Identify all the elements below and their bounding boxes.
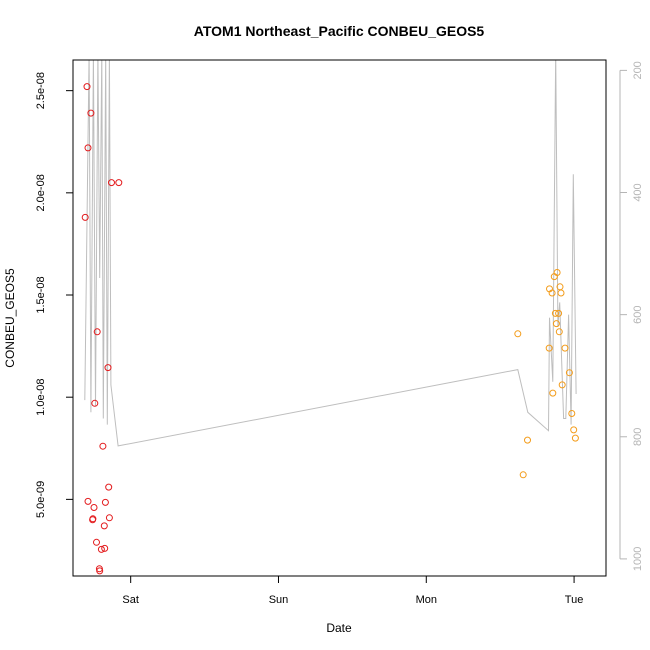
- series-2-point: [524, 436, 531, 444]
- x-tick-label: Mon: [416, 594, 437, 606]
- series-2-point: [551, 309, 559, 317]
- series-2-point: [519, 471, 527, 479]
- right-tick-label: 800: [632, 428, 644, 446]
- series-1-point: [99, 442, 107, 450]
- points-layer: [81, 83, 579, 575]
- x-tick-label: Sun: [269, 594, 289, 606]
- x-axis-label: Date: [326, 621, 352, 635]
- series-1-point: [91, 399, 99, 407]
- series-1-point: [96, 567, 104, 575]
- right-tick-label: 1000: [632, 547, 644, 571]
- series-1-point: [100, 522, 108, 530]
- series-2-point: [549, 389, 557, 397]
- x-tick-label: Tue: [565, 594, 584, 606]
- series-1-point: [105, 483, 113, 491]
- series-1-point: [84, 144, 92, 152]
- series-2-point: [545, 344, 553, 352]
- series-1-point: [81, 213, 89, 221]
- series-2-point: [565, 369, 573, 377]
- y-tick-label: 1.5e-08: [35, 276, 47, 313]
- pressure-line-layer: [84, 60, 577, 447]
- series-2-point: [570, 426, 578, 434]
- series-2-point: [552, 320, 560, 328]
- series-2-point: [555, 309, 563, 317]
- y-tick-label: 2.0e-08: [35, 174, 47, 211]
- x-tick-label: Sat: [122, 594, 139, 606]
- plot-frame: [72, 59, 607, 577]
- y-axis: 5.0e-09 1.0e-08 1.5e-08 2.0e-08 2.5e-08: [35, 72, 74, 518]
- series-2-point: [561, 344, 569, 352]
- series-1-point: [83, 83, 91, 91]
- right-tick-label: 200: [632, 61, 644, 79]
- right-tick-label: 400: [632, 183, 644, 201]
- right-axis: 200 400 600 800 1000: [619, 61, 644, 571]
- series-2-point: [553, 269, 561, 276]
- x-axis: Sat Sun Mon Tue: [122, 575, 584, 606]
- series-1-point: [108, 179, 115, 187]
- series-1-point: [104, 364, 112, 372]
- series-2-point: [571, 434, 579, 442]
- series-1-point: [101, 498, 109, 506]
- series-2-point: [557, 289, 565, 297]
- y-tick-label: 5.0e-09: [35, 481, 47, 518]
- series-1-point: [87, 109, 95, 117]
- series-1-point: [93, 328, 101, 336]
- series-2-point: [558, 381, 566, 389]
- y-axis-label: CONBEU_GEOS5: [3, 268, 17, 368]
- right-tick-label: 600: [632, 305, 644, 323]
- series-2-point: [514, 330, 522, 338]
- series-1-point: [84, 497, 92, 505]
- y-tick-label: 2.5e-08: [35, 72, 47, 109]
- chart-title: ATOM1 Northeast_Pacific CONBEU_GEOS5: [194, 23, 485, 39]
- series-1-point: [115, 179, 123, 187]
- series-2-point: [548, 289, 556, 297]
- series-1-point: [101, 544, 109, 552]
- series-1-point: [97, 545, 105, 553]
- series-2-point: [568, 410, 576, 417]
- series-1-point: [105, 514, 113, 522]
- pressure-line: [84, 60, 577, 447]
- series-1-point: [89, 515, 97, 523]
- series-2-point: [555, 328, 563, 336]
- series-1-point: [93, 538, 100, 546]
- y-tick-label: 1.0e-08: [35, 379, 47, 416]
- series-1-point: [90, 504, 98, 511]
